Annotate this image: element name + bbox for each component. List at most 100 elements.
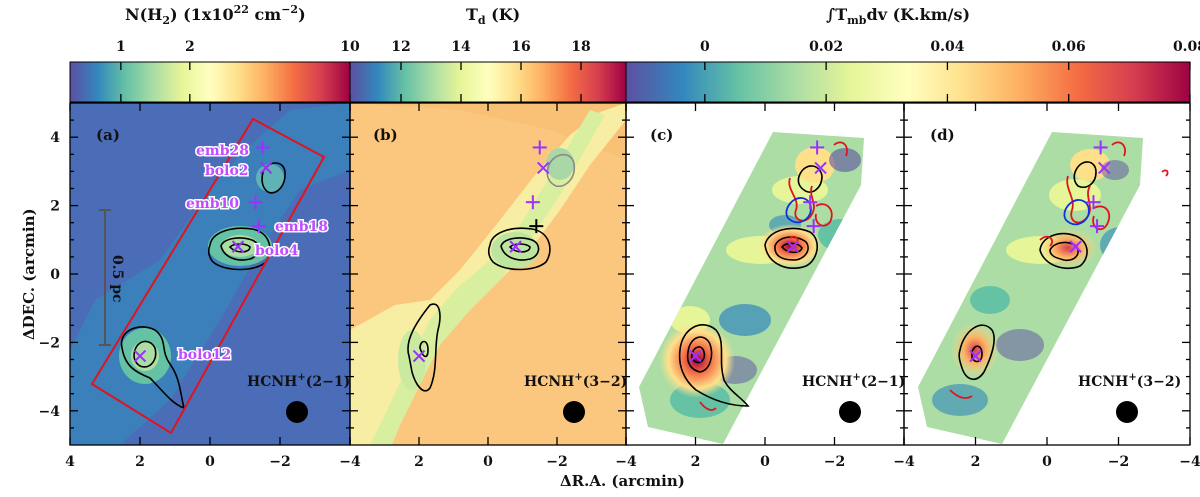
colorbar-tick-label: 1 (116, 39, 126, 55)
panel-label-b: (b) (373, 126, 398, 144)
beam-b (563, 401, 585, 423)
source-label-bolo2: bolo2 (205, 163, 249, 179)
marker-emb18 (529, 219, 544, 234)
y-tick-label: 0 (50, 267, 60, 283)
x-tick-label: 0 (483, 454, 493, 470)
x-tick-label: −4 (1179, 454, 1200, 470)
contours-b (407, 153, 576, 392)
line-label-a: HCNH+(2−1) (247, 372, 350, 390)
marker-emb28 (255, 140, 270, 155)
source-label-bolo12: bolo12 (178, 347, 231, 363)
colorbar-label-td: Td (K) (466, 5, 520, 27)
x-tick-label: −2 (269, 454, 290, 470)
x-tick-label: −2 (1108, 454, 1129, 470)
scale-bar: 0.5 pc (99, 209, 125, 346)
x-tick-label: 2 (135, 454, 145, 470)
marker-bolo12 (133, 349, 147, 363)
line-label-c: HCNH+(2−1) (802, 372, 905, 390)
source-label-bolo4: bolo4 (255, 243, 299, 259)
marker-emb18 (806, 219, 821, 234)
marker-bolo12 (412, 349, 426, 363)
colorbar-td (349, 61, 627, 103)
y-axis-title: ΔDEC. (arcmin) (20, 208, 38, 340)
marker-bolo4 (231, 240, 245, 253)
colorbar-tick-label: 0 (700, 39, 710, 55)
marker-emb10 (525, 195, 540, 210)
scale-bar-label: 0.5 pc (109, 255, 125, 303)
marker-bolo12 (969, 349, 982, 363)
x-tick-label: 4 (65, 454, 75, 470)
x-tick-label: 2 (691, 454, 701, 470)
x-tick-label: 0 (1042, 454, 1052, 470)
colorbar-label-nh2: N(H2) (1x1022 cm−2) (125, 3, 306, 27)
red-contours-d (949, 141, 1169, 399)
panel-c (626, 103, 904, 445)
x-tick-label: −4 (615, 454, 637, 470)
x-tick-label: 2 (414, 454, 424, 470)
x-tick-label: −4 (339, 454, 361, 470)
contours-a (120, 162, 286, 410)
panel-label-a: (a) (96, 126, 120, 144)
panel-b (350, 103, 626, 445)
colorbar-tick-label: 0.04 (930, 39, 964, 55)
y-tick-label: −2 (39, 335, 60, 351)
colorbar-tick-label: 0.02 (809, 39, 843, 55)
x-tick-label: −2 (824, 454, 845, 470)
colorbar-tick-label: 18 (571, 39, 590, 55)
marker-bolo4 (786, 240, 800, 253)
marker-bolo4 (509, 240, 522, 253)
colorbar-tick-label: 12 (391, 39, 410, 55)
beam-a (286, 401, 308, 423)
marker-emb10 (1086, 195, 1101, 210)
marker-bolo12 (689, 349, 702, 363)
marker-emb10 (248, 195, 263, 210)
map-coverage-box (90, 117, 326, 435)
y-tick-label: −4 (39, 404, 61, 420)
marker-emb28 (532, 140, 547, 155)
marker-emb18 (1090, 219, 1105, 234)
marker-bolo2 (259, 161, 273, 175)
panel-label-c: (c) (650, 126, 673, 144)
x-tick-label: −2 (546, 454, 567, 470)
marker-bolo2 (814, 161, 827, 175)
blue-contours-d (1063, 199, 1090, 226)
x-axis-title: ΔR.A. (arcmin) (560, 472, 685, 490)
colorbar-tick-label: 14 (451, 39, 471, 55)
source-labels: emb28 bolo2 emb10 emb18 bolo4 bolo12 (177, 142, 330, 365)
marker-bolo2 (536, 161, 550, 175)
contours-d (958, 161, 1097, 380)
x-tick-label: 0 (205, 454, 215, 470)
panel-d (904, 103, 1190, 445)
blue-contours-c (785, 197, 812, 224)
line-label-b: HCNH+(3−2) (524, 372, 627, 390)
axes: 4 2 0 −2 −4 2 0 −2 −4 2 0 −2 −4 2 0 −2 −4 4 2 0 −2 −4 (39, 103, 1200, 470)
y-tick-label: 4 (50, 130, 60, 146)
marker-emb28 (810, 140, 825, 155)
panel-label-d: (d) (930, 126, 955, 144)
colorbar-nh2 (69, 61, 351, 103)
source-markers (133, 140, 1111, 363)
colorbar-tick-label: 0.06 (1052, 39, 1086, 55)
marker-emb10 (803, 195, 818, 210)
colorbar-tick-label: 2 (185, 39, 195, 55)
line-label-d: HCNH+(3−2) (1078, 372, 1181, 390)
source-label-emb28: emb28 (196, 143, 249, 159)
y-tick-label: 2 (50, 199, 60, 215)
x-tick-label: 2 (971, 454, 981, 470)
panel-a: 0.5 pc emb28 bolo2 emb10 emb18 bolo4 bol… (70, 103, 350, 445)
x-tick-label: 0 (760, 454, 770, 470)
marker-emb28 (1093, 140, 1108, 155)
marker-bolo2 (1097, 161, 1111, 175)
beam-c (839, 401, 861, 423)
colorbar-intensity (625, 61, 1191, 103)
source-label-emb18: emb18 (275, 219, 328, 235)
colorbar-tick-label: 10 (340, 39, 360, 55)
x-tick-label: −4 (893, 454, 915, 470)
colorbar-label-intensity: ∫Tmbdv (K.km/s) (826, 5, 970, 27)
colorbar-tick-label: 0.08 (1173, 39, 1200, 55)
marker-bolo4 (1069, 240, 1082, 253)
marker-emb18 (252, 219, 266, 234)
red-contours-c (699, 141, 848, 411)
